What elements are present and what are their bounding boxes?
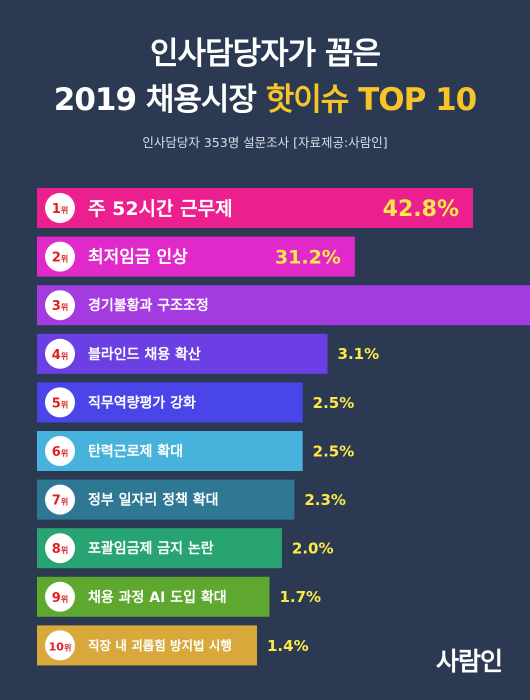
bar-3 <box>37 285 530 326</box>
brand-logo: 사람인 <box>435 647 503 676</box>
category-label-2: 최저임금 인상 <box>88 247 188 268</box>
category-label-7: 정부 일자리 정책 확대 <box>88 492 219 509</box>
bar-5 <box>37 382 303 423</box>
value-label-1: 42.8% <box>383 197 459 222</box>
rank-badge-6 <box>45 436 75 466</box>
bar-4 <box>37 333 328 374</box>
category-label-5: 직무역량평가 강화 <box>88 394 196 411</box>
bar-6 <box>37 431 303 471</box>
category-label-9: 채용 과정 AI 도입 확대 <box>88 589 227 606</box>
value-label-9: 1.7% <box>279 588 321 606</box>
value-label-6: 2.5% <box>313 442 355 460</box>
rank-label-10: 10위 <box>49 640 72 653</box>
title-line-1: 인사담당자가 꼽은 <box>150 36 381 72</box>
rank-label-4: 4위 <box>52 348 68 363</box>
category-label-1: 주 52시간 근무제 <box>88 198 233 220</box>
rank-label-1: 1위 <box>52 202 68 217</box>
value-label-4: 3.1% <box>338 345 380 363</box>
rank-badge-9 <box>45 581 75 612</box>
title-highlight: 핫이슈 TOP 10 <box>265 82 478 118</box>
rank-badge-1 <box>45 193 75 223</box>
title-prefix: 2019 채용시장 <box>53 82 266 118</box>
rank-label-9: 9위 <box>52 591 68 606</box>
rank-badge-5 <box>45 387 75 418</box>
category-label-6: 탄력근로제 확대 <box>88 443 183 460</box>
rank-label-8: 8위 <box>52 542 68 557</box>
bar-2 <box>37 236 355 277</box>
rank-label-7: 7위 <box>52 494 68 509</box>
rank-label-2: 2위 <box>52 251 68 266</box>
subtitle: 인사담당자 353명 설문조사 [자료제공:사람인] <box>142 135 388 150</box>
rank-label-6: 6위 <box>52 445 68 460</box>
value-label-2: 31.2% <box>275 246 341 268</box>
rank-badge-3 <box>45 290 75 321</box>
category-label-10: 직장 내 괴롭힘 방지법 시행 <box>88 638 232 653</box>
bar-8 <box>37 528 282 569</box>
rank-badge-10 <box>45 630 75 661</box>
rank-badge-7 <box>45 484 75 515</box>
rank-badge-4 <box>45 338 75 369</box>
title-line-2: 2019 채용시장 핫이슈 TOP 10 <box>0 74 530 119</box>
value-label-7: 2.3% <box>304 491 346 509</box>
bar-9 <box>37 576 270 617</box>
value-label-10: 1.4% <box>267 637 309 655</box>
bar-1 <box>37 188 473 228</box>
value-label-5: 2.5% <box>313 394 355 412</box>
rank-badge-2 <box>45 241 75 272</box>
category-label-8: 포괄임금제 금지 논란 <box>88 540 214 557</box>
category-label-3: 경기불황과 구조조정 <box>88 297 209 314</box>
value-label-8: 2.0% <box>292 540 334 558</box>
category-label-4: 블라인드 채용 확산 <box>88 346 201 363</box>
rank-label-5: 5위 <box>52 396 68 411</box>
rank-badge-8 <box>45 533 75 564</box>
rank-label-3: 3위 <box>52 299 68 314</box>
bar-7 <box>37 479 295 520</box>
